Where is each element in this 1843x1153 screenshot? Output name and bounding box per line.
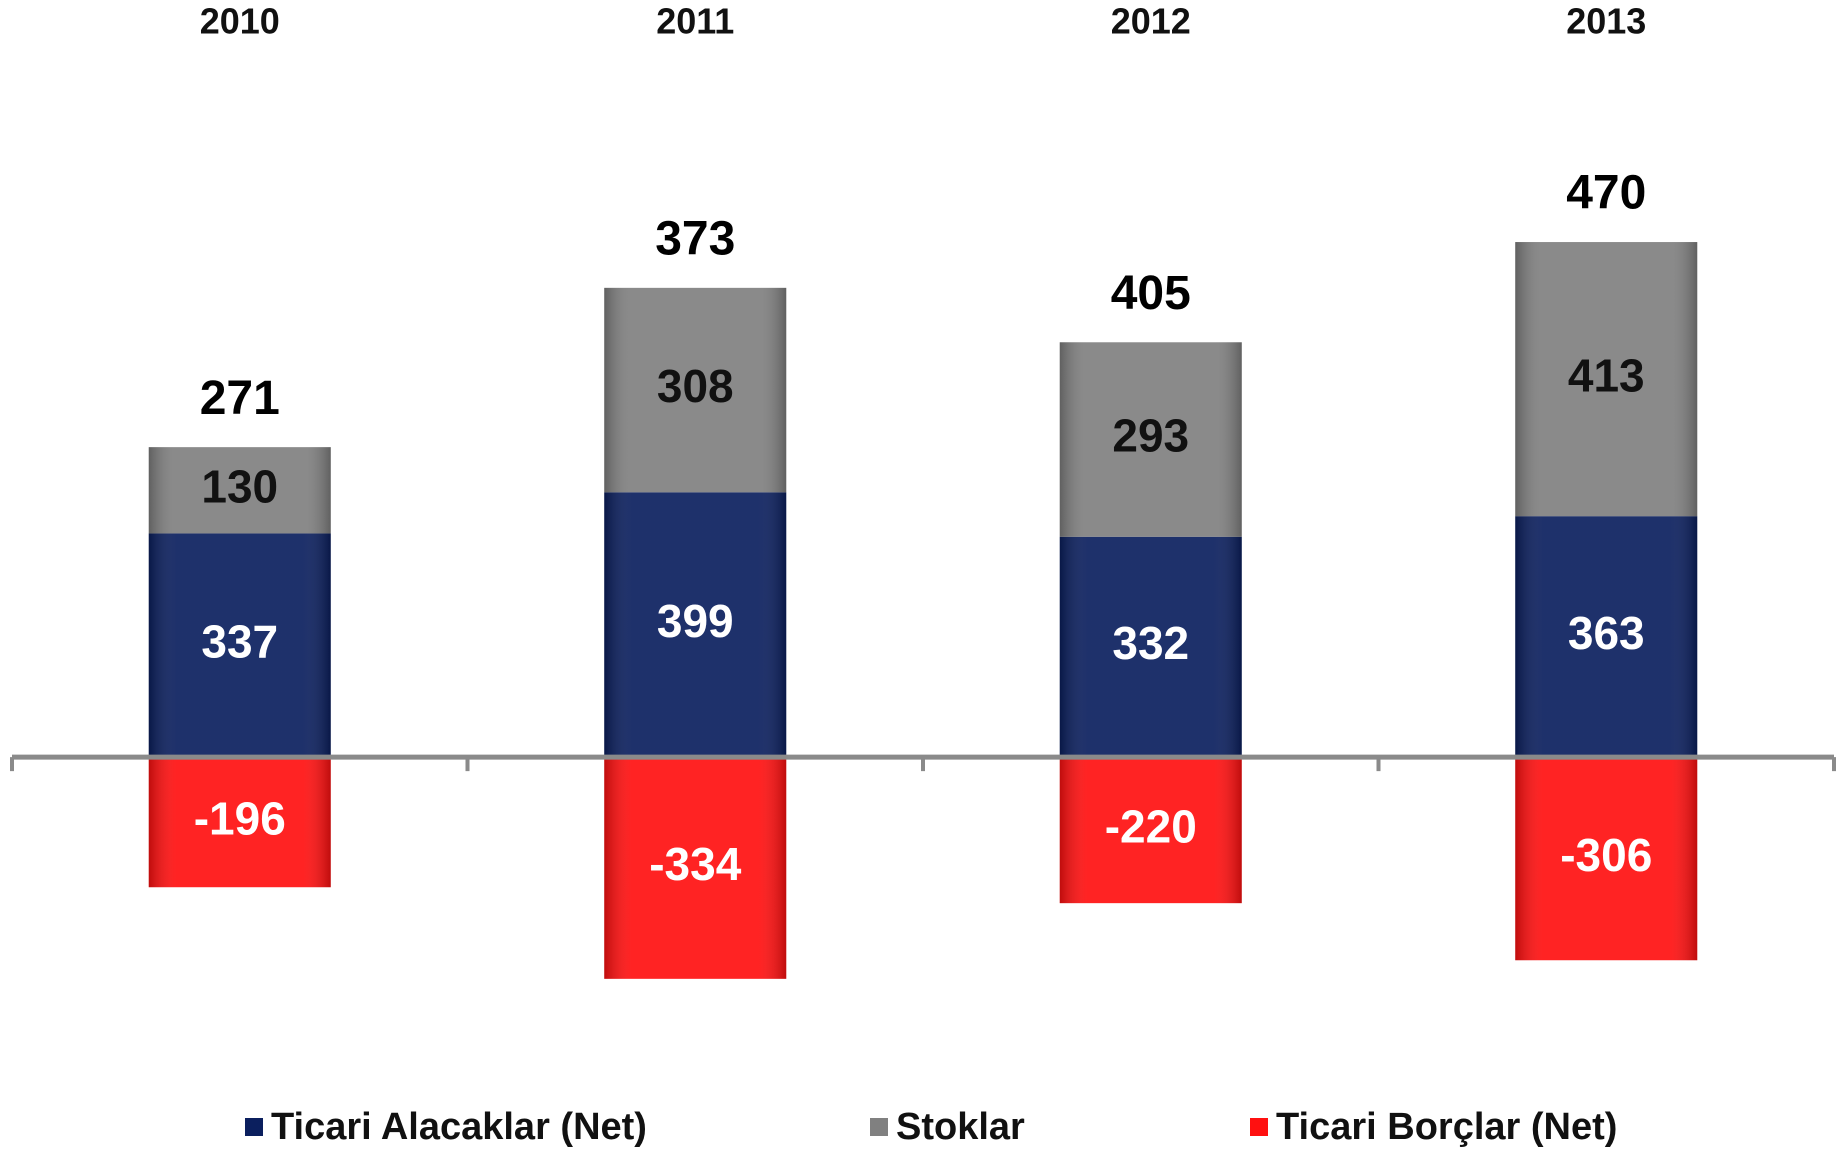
data-label: -220 [1105, 800, 1197, 852]
data-label: 413 [1568, 349, 1645, 401]
data-label: 337 [201, 615, 278, 667]
data-label: 332 [1112, 617, 1189, 669]
bar-shade [1059, 342, 1242, 537]
legend-label: Ticari Alacaklar (Net) [271, 1106, 647, 1148]
total-label: 405 [1111, 267, 1191, 320]
bar-shade [148, 533, 331, 758]
category-label: 2012 [1111, 1, 1191, 42]
bar-shade [148, 447, 331, 534]
bar-shade [1515, 757, 1698, 961]
bar-shade [1515, 516, 1698, 758]
bar-shade [1515, 242, 1698, 517]
bar-shade [604, 757, 787, 979]
bar-shade [148, 757, 331, 888]
total-label: 470 [1566, 167, 1646, 220]
data-label: 293 [1112, 410, 1189, 462]
total-label: 271 [200, 372, 280, 425]
bar-shade [604, 492, 787, 758]
data-label: -334 [649, 838, 741, 890]
data-label: -196 [194, 792, 286, 844]
category-label: 2011 [656, 1, 734, 42]
bar-shade [1059, 536, 1242, 758]
category-label: 2013 [1566, 1, 1646, 42]
data-label: 399 [657, 595, 734, 647]
legend-swatch [1250, 1118, 1268, 1136]
bar-shade [1059, 757, 1242, 904]
legend-swatch [245, 1118, 263, 1136]
data-label: 130 [201, 460, 278, 512]
data-label: 308 [657, 360, 734, 412]
legend-label: Ticari Borçlar (Net) [1276, 1106, 1617, 1148]
legend-label: Stoklar [896, 1106, 1025, 1148]
data-label: 363 [1568, 607, 1645, 659]
total-label: 373 [655, 213, 735, 266]
category-label: 2010 [200, 1, 280, 42]
bar-shade [604, 287, 787, 493]
data-label: -306 [1560, 829, 1652, 881]
legend-swatch [870, 1118, 888, 1136]
